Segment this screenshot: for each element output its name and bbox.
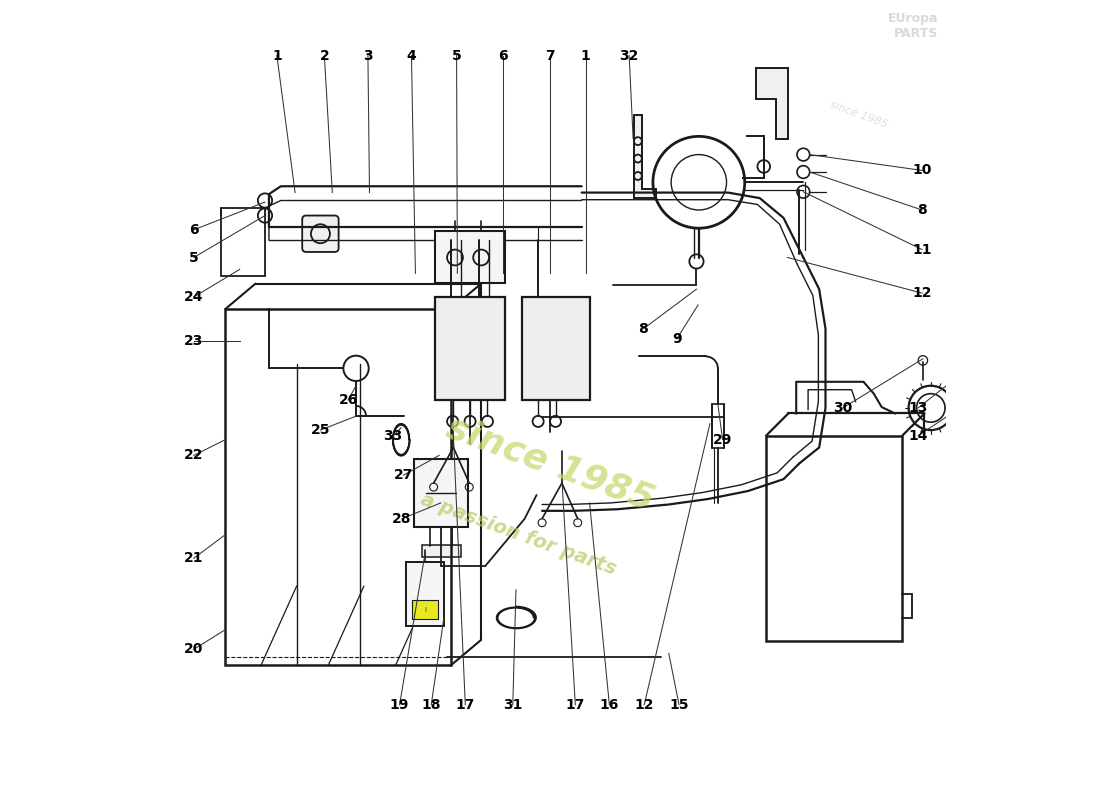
- Text: 32: 32: [619, 49, 639, 62]
- Text: 26: 26: [339, 393, 358, 407]
- Text: 8: 8: [917, 203, 927, 217]
- FancyBboxPatch shape: [522, 297, 590, 400]
- Text: 14: 14: [909, 429, 928, 442]
- Text: 33: 33: [384, 429, 403, 442]
- Text: 21: 21: [184, 551, 204, 566]
- Text: 4: 4: [407, 49, 416, 62]
- Text: 6: 6: [189, 222, 199, 237]
- Text: 23: 23: [184, 334, 204, 348]
- Text: 2: 2: [319, 49, 329, 62]
- Text: 22: 22: [184, 449, 204, 462]
- Text: 5: 5: [452, 49, 462, 62]
- Text: EUropa
PARTS: EUropa PARTS: [888, 12, 938, 40]
- Text: I: I: [424, 606, 426, 613]
- Polygon shape: [634, 115, 656, 198]
- Text: 20: 20: [184, 642, 204, 656]
- FancyBboxPatch shape: [302, 215, 339, 252]
- Text: 27: 27: [394, 468, 414, 482]
- FancyBboxPatch shape: [436, 297, 505, 400]
- Text: 13: 13: [909, 401, 927, 415]
- Text: 3: 3: [363, 49, 373, 62]
- Text: 19: 19: [389, 698, 409, 712]
- Text: 11: 11: [912, 242, 932, 257]
- Text: 29: 29: [713, 433, 733, 446]
- FancyBboxPatch shape: [414, 459, 468, 526]
- Text: 9: 9: [672, 332, 682, 346]
- Text: 1: 1: [272, 49, 282, 62]
- FancyBboxPatch shape: [412, 599, 438, 619]
- Text: 5: 5: [189, 250, 199, 265]
- Text: since 1985: since 1985: [441, 410, 659, 517]
- Text: 25: 25: [310, 423, 330, 437]
- Text: 8: 8: [638, 322, 648, 336]
- Text: 16: 16: [600, 698, 619, 712]
- Text: 31: 31: [503, 698, 522, 712]
- Text: 17: 17: [455, 698, 475, 712]
- Text: 12: 12: [912, 286, 932, 300]
- FancyBboxPatch shape: [421, 545, 461, 557]
- Text: 24: 24: [184, 290, 204, 304]
- Text: 30: 30: [834, 401, 852, 415]
- Text: 18: 18: [421, 698, 441, 712]
- Text: 10: 10: [912, 163, 932, 178]
- FancyBboxPatch shape: [436, 231, 505, 283]
- Text: 15: 15: [669, 698, 689, 712]
- Text: 1: 1: [581, 49, 591, 62]
- FancyBboxPatch shape: [406, 562, 444, 626]
- Text: 6: 6: [497, 49, 507, 62]
- Polygon shape: [756, 67, 788, 138]
- Text: 7: 7: [546, 49, 554, 62]
- Text: 17: 17: [565, 698, 585, 712]
- Text: a passion for parts: a passion for parts: [418, 490, 619, 579]
- Text: 28: 28: [393, 512, 411, 526]
- Text: since 1985: since 1985: [828, 100, 889, 130]
- Text: 12: 12: [635, 698, 654, 712]
